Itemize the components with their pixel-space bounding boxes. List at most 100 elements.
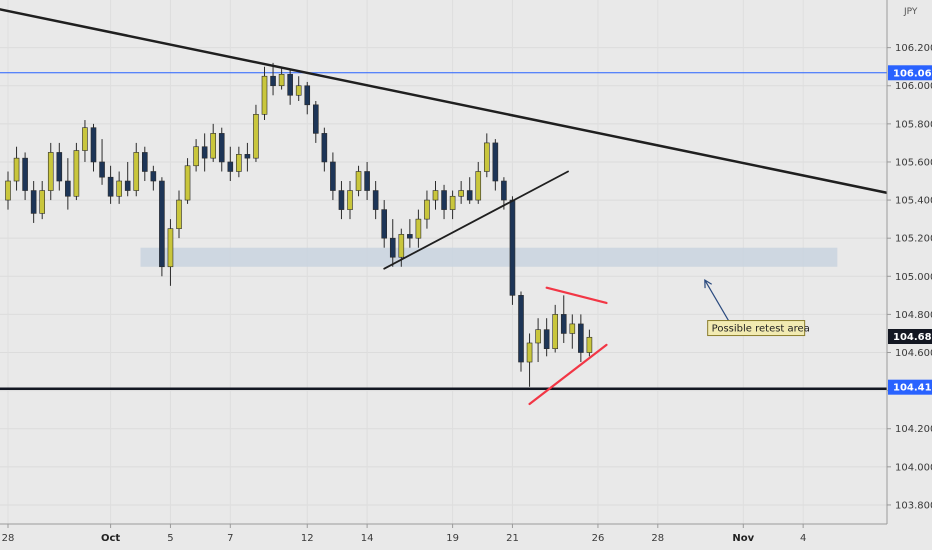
candle-body-3 xyxy=(30,190,37,214)
candle-body-41 xyxy=(355,171,362,191)
candle-body-64 xyxy=(552,314,559,349)
y-tick-label-12: 103.800 xyxy=(895,500,932,511)
candle-body-29 xyxy=(253,114,259,159)
x-tick-label-6: 19 xyxy=(446,533,459,544)
price-tag-label-1: 104.684 xyxy=(893,332,932,343)
candle-body-55 xyxy=(475,171,482,201)
candle-body-43 xyxy=(372,190,379,210)
trendline-1 xyxy=(383,170,569,270)
time-axis-ticks: 28 Oct 5 7 12 14 19 21 26 28 Nov 4 xyxy=(2,524,806,544)
trendlines xyxy=(0,8,932,406)
price-tag-bg-0 xyxy=(888,65,932,81)
price-tag-label-2: 104.418 xyxy=(893,383,932,394)
y-tick-label-10: 104.200 xyxy=(895,424,932,435)
horizontal-lines xyxy=(0,72,887,390)
candle-body-48 xyxy=(415,218,422,239)
candle-body-14 xyxy=(124,180,131,191)
candle-body-16 xyxy=(142,152,148,172)
candle-body-36 xyxy=(312,104,319,134)
x-tick-label-5: 14 xyxy=(361,533,374,544)
candle-body-39 xyxy=(338,190,345,210)
candle-body-8 xyxy=(73,150,80,197)
annotation-box xyxy=(707,320,806,337)
price-tag-bg-1 xyxy=(888,329,932,345)
candle-body-6 xyxy=(56,152,63,182)
candle-body-19 xyxy=(167,228,174,268)
candle-body-54 xyxy=(466,190,473,201)
x-tick-label-9: 28 xyxy=(651,533,664,544)
candle-body-63 xyxy=(543,329,550,349)
support-zone-rect xyxy=(140,247,838,267)
candle-body-61 xyxy=(526,342,533,363)
candle-body-50 xyxy=(432,190,439,201)
candle-body-27 xyxy=(236,154,242,172)
candle-body-0 xyxy=(5,180,11,201)
candle-body-62 xyxy=(535,329,541,344)
x-tick-label-2: 5 xyxy=(167,533,173,544)
candle-body-5 xyxy=(47,152,54,191)
x-tick-label-10: Nov xyxy=(732,533,754,544)
support-zone xyxy=(140,247,838,267)
candle-body-9 xyxy=(82,127,88,151)
candle-body-42 xyxy=(364,171,370,191)
x-tick-label-3: 7 xyxy=(227,533,233,544)
candle-body-21 xyxy=(184,165,191,201)
candle-body-65 xyxy=(560,314,567,334)
y-tick-label-5: 105.200 xyxy=(895,234,932,245)
candle-body-15 xyxy=(133,152,140,191)
candle-body-17 xyxy=(150,171,157,182)
y-tick-label-7: 104.800 xyxy=(895,310,932,321)
candle-body-4 xyxy=(39,190,46,214)
candle-body-53 xyxy=(458,190,464,197)
trendline-2 xyxy=(545,286,608,305)
candle-body-18 xyxy=(159,180,165,268)
candle-body-20 xyxy=(176,199,182,229)
candle-body-32 xyxy=(278,74,285,87)
candle-body-13 xyxy=(116,180,122,197)
y-tick-label-8: 104.600 xyxy=(895,348,932,359)
candle-body-40 xyxy=(347,190,353,210)
candle-body-28 xyxy=(244,154,251,159)
candle-body-51 xyxy=(441,190,447,210)
candle-body-11 xyxy=(99,161,105,178)
arrow-shaft xyxy=(704,279,731,325)
candle-body-52 xyxy=(449,195,456,210)
candle-body-34 xyxy=(295,85,302,96)
price-tag-bg-2 xyxy=(888,379,932,395)
candle-body-31 xyxy=(270,75,276,87)
price-tag-label-0: 106.068 xyxy=(893,68,932,79)
annotation-text: Possible retest area xyxy=(712,324,810,335)
retest-arrow xyxy=(704,279,731,325)
x-tick-label-8: 26 xyxy=(592,533,605,544)
candle-body-22 xyxy=(193,146,199,167)
trendline-3 xyxy=(528,343,608,406)
x-tick-label-11: 4 xyxy=(800,533,806,544)
candle-body-26 xyxy=(227,161,234,172)
candle-body-58 xyxy=(501,180,507,201)
y-tick-label-4: 105.400 xyxy=(895,196,932,207)
candle-body-59 xyxy=(509,199,516,296)
candle-body-44 xyxy=(381,209,388,239)
candle-body-23 xyxy=(201,146,208,159)
candle-body-30 xyxy=(261,75,268,115)
candle-body-24 xyxy=(210,133,216,159)
price-axis-background xyxy=(887,0,932,524)
candle-body-56 xyxy=(483,142,490,172)
y-tick-label-1: 106.000 xyxy=(895,81,932,92)
x-tick-label-1: Oct xyxy=(101,533,120,544)
candle-body-46 xyxy=(398,234,405,258)
candle-body-60 xyxy=(518,295,524,363)
y-tick-label-11: 104.000 xyxy=(895,462,932,473)
candle-body-66 xyxy=(569,323,576,334)
y-tick-label-3: 105.600 xyxy=(895,157,932,168)
candle-body-1 xyxy=(13,157,20,182)
y-tick-label-0: 106.200 xyxy=(895,43,932,54)
arrow-head xyxy=(704,279,712,289)
candle-body-68 xyxy=(586,336,593,353)
y-tick-label-6: 105.000 xyxy=(895,272,932,283)
candle-body-35 xyxy=(304,85,311,106)
candle-body-25 xyxy=(218,133,225,163)
